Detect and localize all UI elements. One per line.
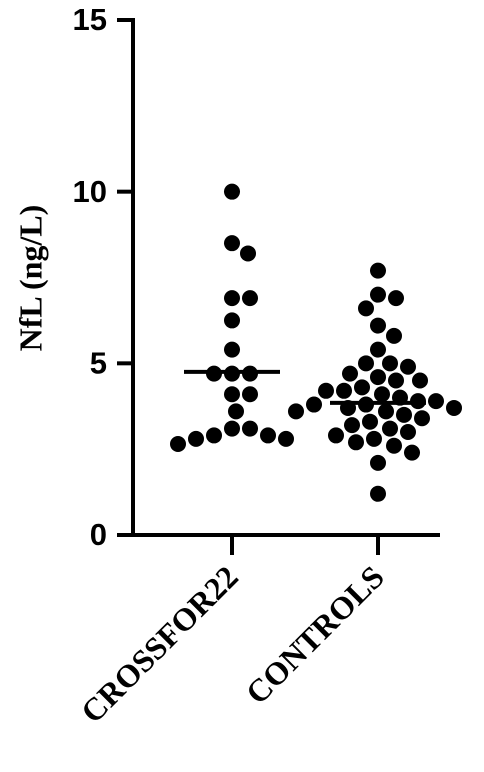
data-point [260, 427, 276, 444]
data-point [370, 262, 386, 279]
data-point [400, 424, 416, 440]
data-point [396, 406, 412, 423]
data-point [224, 290, 240, 307]
data-point [386, 437, 402, 454]
y-tick-label: 5 [90, 346, 107, 381]
data-point [378, 403, 394, 420]
data-point [370, 454, 386, 471]
data-point [224, 235, 240, 252]
data-point [224, 386, 240, 403]
data-point [170, 436, 186, 453]
data-point [288, 403, 304, 420]
data-point [224, 183, 240, 200]
data-point [224, 420, 240, 437]
data-point [382, 355, 398, 372]
data-point [242, 420, 258, 437]
data-point [428, 393, 444, 410]
data-point [386, 327, 402, 344]
y-tick-label: 15 [73, 2, 107, 37]
y-axis-label: NfL (ng/L) [12, 205, 48, 352]
data-point [240, 245, 256, 262]
x-tick-label: CROSSFOR22 [74, 558, 245, 729]
data-point [370, 317, 386, 334]
data-point [412, 372, 428, 389]
data-point [188, 430, 204, 447]
data-point [358, 355, 374, 372]
data-point [388, 290, 404, 307]
y-tick-label: 10 [73, 174, 107, 209]
data-point [414, 410, 430, 427]
data-point [358, 300, 374, 317]
data-point [370, 485, 386, 502]
data-point [306, 396, 322, 413]
data-point [328, 427, 344, 444]
data-point [318, 382, 334, 399]
data-point [446, 399, 462, 416]
data-point [228, 403, 244, 420]
data-point [382, 420, 398, 437]
data-point [224, 341, 240, 358]
data-point [242, 290, 258, 307]
data-point [374, 386, 390, 403]
data-point [366, 430, 382, 447]
data-point [400, 358, 416, 375]
data-point [404, 444, 420, 461]
y-tick-label: 0 [90, 517, 107, 552]
data-point [342, 365, 358, 382]
data-point [224, 312, 240, 329]
data-point [278, 430, 294, 447]
data-point [370, 341, 386, 358]
data-point [370, 369, 386, 386]
data-point [370, 286, 386, 303]
data-point [348, 434, 364, 451]
data-point [344, 417, 360, 434]
data-point [388, 372, 404, 389]
data-point [354, 379, 370, 396]
data-point [336, 382, 352, 399]
data-point [242, 386, 258, 403]
data-point [362, 413, 378, 430]
x-tick-label: CONTROLS [239, 558, 391, 710]
data-point [206, 427, 222, 444]
